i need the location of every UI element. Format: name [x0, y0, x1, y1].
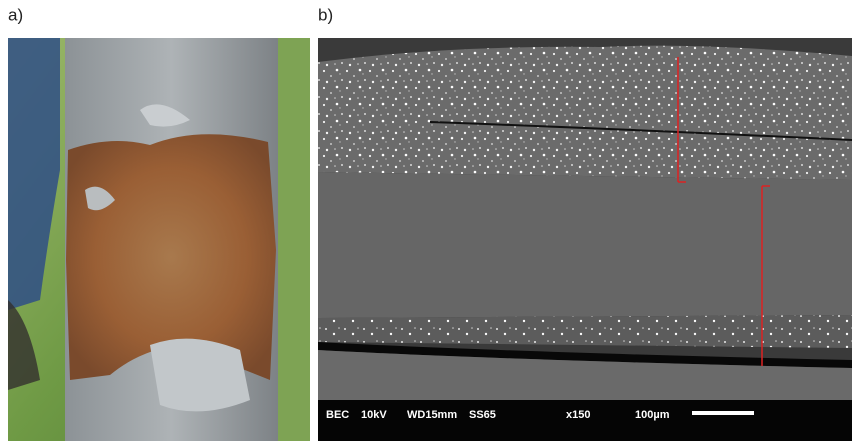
- panel-label: a): [8, 5, 23, 24]
- info-text: SS65: [469, 409, 496, 421]
- info-text: 100µm: [635, 409, 670, 421]
- info-text: BEC: [326, 409, 349, 421]
- page: a) b) BEC 10kV WD15mm SS65 x150 100µm: [0, 0, 852, 441]
- panel-label: b): [318, 5, 333, 24]
- photo-panel: [8, 38, 310, 441]
- info-text: WD15mm: [407, 409, 457, 421]
- info-text: x150: [566, 409, 590, 421]
- sem-panel: [318, 38, 852, 441]
- figure: a) b) BEC 10kV WD15mm SS65 x150 100µm: [0, 0, 852, 441]
- info-text: 10kV: [361, 409, 387, 421]
